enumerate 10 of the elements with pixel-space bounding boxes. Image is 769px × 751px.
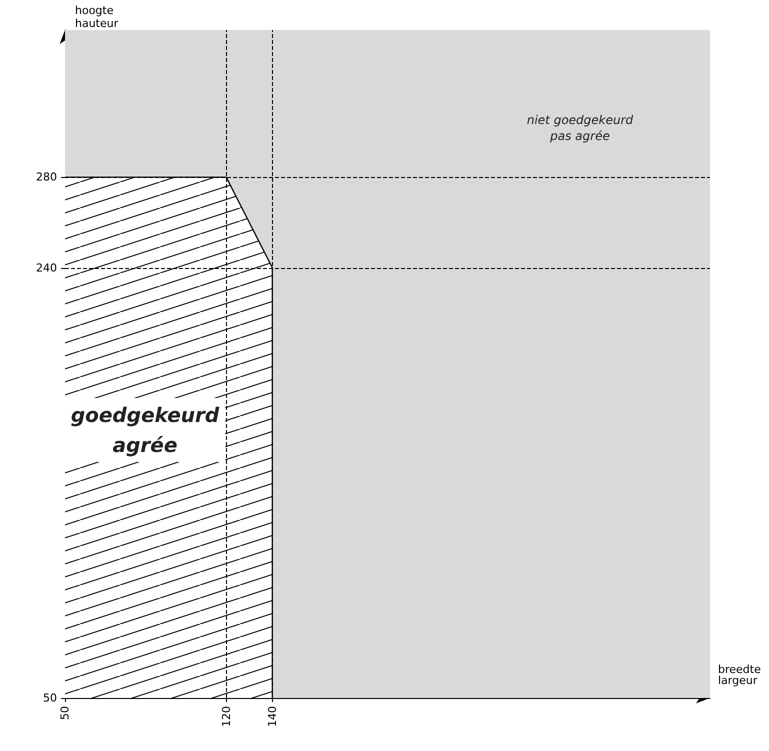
y-tick-label: 50 [43,692,57,704]
y-axis-title: hoogte hauteur [75,4,119,30]
x-tick-label: 140 [266,706,279,727]
y-tick-label: 280 [36,170,57,184]
annotation: goedgekeurd agrée [70,403,220,457]
y-tick-label: 240 [36,261,57,274]
annotation: niet goedgekeurd pas agrée [526,113,634,143]
x-axis-title: breedte largeur [718,663,762,687]
x-tick-label: 50 [58,706,72,720]
x-tick-label: 120 [220,706,233,727]
